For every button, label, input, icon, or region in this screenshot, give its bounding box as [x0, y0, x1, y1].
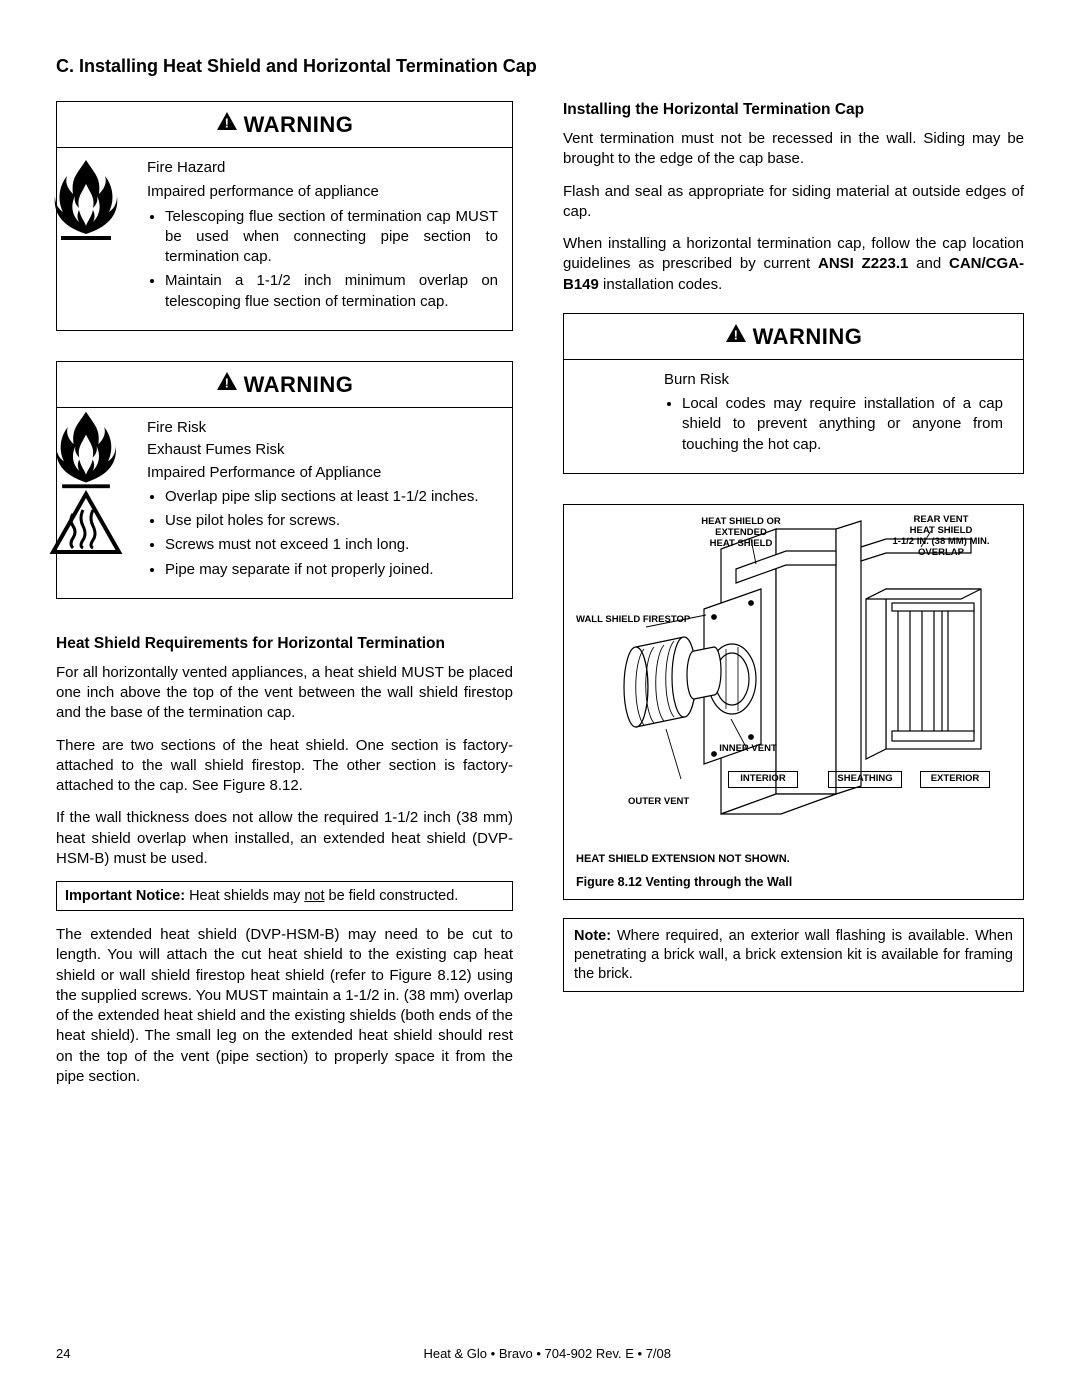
label-sheathing: SHEATHING	[828, 771, 902, 788]
paragraph: Vent termination must not be recessed in…	[563, 129, 1024, 170]
warning-box-2: ! WARNING Fire Risk E	[56, 361, 513, 599]
warning-triangle-icon: !	[216, 111, 238, 137]
warning-bullet: Use pilot holes for screws.	[165, 511, 498, 531]
warning-triangle-icon: !	[725, 323, 747, 349]
warning-label: WARNING	[244, 112, 354, 137]
warning-bullet: Local codes may require installation of …	[682, 394, 1003, 455]
notice-prefix: Important Notice:	[65, 888, 189, 904]
label-inner-vent: INNER VENT	[708, 744, 788, 755]
warning-header: ! WARNING	[564, 314, 1023, 360]
figure-note: HEAT SHIELD EXTENSION NOT SHOWN.	[576, 853, 1011, 865]
subheading: Heat Shield Requirements for Horizontal …	[56, 635, 513, 653]
warning-header: ! WARNING	[57, 362, 512, 408]
important-notice-box: Important Notice: Heat shields may not b…	[56, 881, 513, 911]
page-number: 24	[56, 1346, 70, 1361]
page-footer: 24 Heat & Glo • Bravo • 704-902 Rev. E •…	[56, 1346, 1024, 1361]
left-column: ! WARNING Fire Hazard Impaired performan…	[56, 101, 513, 1099]
right-column: Installing the Horizontal Termination Ca…	[563, 101, 1024, 1099]
label-wall-shield: WALL SHIELD FIRESTOP	[576, 615, 706, 626]
code-ref: ANSI Z223.1	[818, 255, 908, 272]
notice-underline: not	[304, 888, 324, 904]
notice-text: Heat shields may	[189, 888, 304, 904]
warning-header: ! WARNING	[57, 102, 512, 148]
warning-line: Impaired performance of appliance	[147, 182, 498, 202]
label-interior: INTERIOR	[728, 771, 798, 788]
warning-box-3: ! WARNING Burn Risk Local codes may requ…	[563, 313, 1024, 474]
note-box: Note: Where required, an exterior wall f…	[563, 918, 1024, 993]
svg-text:!: !	[224, 376, 229, 391]
figure-caption: Figure 8.12 Venting through the Wall	[576, 875, 1011, 889]
warning-label: WARNING	[753, 324, 863, 349]
warning-triangle-icon: !	[216, 371, 238, 397]
paragraph: If the wall thickness does not allow the…	[56, 808, 513, 869]
paragraph: The extended heat shield (DVP-HSM-B) may…	[56, 925, 513, 1087]
svg-text:!: !	[733, 327, 738, 342]
hot-surface-icon	[47, 490, 127, 563]
fire-icon	[47, 154, 127, 249]
label-outer-vent: OUTER VENT	[628, 797, 708, 808]
warning-line: Fire Hazard	[147, 158, 498, 178]
warning-body: Burn Risk Local codes may require instal…	[564, 360, 1023, 473]
diagram: HEAT SHIELD OREXTENDEDHEAT SHIELD REAR V…	[576, 519, 1011, 839]
warning-bullet: Screws must not exceed 1 inch long.	[165, 535, 498, 555]
svg-text:!: !	[224, 116, 229, 131]
label-heat-shield: HEAT SHIELD OREXTENDEDHEAT SHIELD	[686, 517, 796, 550]
warning-bullet: Telescoping flue section of termination …	[165, 207, 498, 268]
label-rear-vent: REAR VENTHEAT SHIELD1-1/2 IN. (38 MM) MI…	[876, 515, 1006, 559]
warning-line: Exhaust Fumes Risk	[147, 440, 498, 460]
note-prefix: Note:	[574, 928, 611, 944]
paragraph: For all horizontally vented appliances, …	[56, 663, 513, 724]
section-title: C. Installing Heat Shield and Horizontal…	[56, 56, 1024, 77]
warning-line: Fire Risk	[147, 418, 498, 438]
fire-icon	[47, 406, 127, 497]
diagram-svg	[576, 519, 1011, 839]
two-column-layout: ! WARNING Fire Hazard Impaired performan…	[56, 101, 1024, 1099]
warning-bullet: Maintain a 1-1/2 inch minimum overlap on…	[165, 271, 498, 312]
footer-text: Heat & Glo • Bravo • 704-902 Rev. E • 7/…	[56, 1346, 1024, 1361]
warning-label: WARNING	[244, 372, 354, 397]
subheading: Installing the Horizontal Termination Ca…	[563, 101, 1024, 119]
paragraph: There are two sections of the heat shiel…	[56, 736, 513, 797]
figure-8-12: HEAT SHIELD OREXTENDEDHEAT SHIELD REAR V…	[563, 504, 1024, 900]
warning-line: Impaired Performance of Appliance	[147, 463, 498, 483]
text: installation codes.	[599, 276, 722, 293]
warning-box-1: ! WARNING Fire Hazard Impaired performan…	[56, 101, 513, 331]
text: and	[908, 255, 949, 272]
warning-bullet: Overlap pipe slip sections at least 1-1/…	[165, 487, 498, 507]
paragraph: Flash and seal as appropriate for siding…	[563, 182, 1024, 223]
label-exterior: EXTERIOR	[920, 771, 990, 788]
warning-bullet: Pipe may separate if not properly joined…	[165, 560, 498, 580]
notice-tail: be field constructed.	[324, 888, 458, 904]
warning-line: Burn Risk	[664, 370, 1003, 390]
paragraph: When installing a horizontal termination…	[563, 234, 1024, 295]
note-text: Where required, an exterior wall flashin…	[574, 928, 1013, 982]
